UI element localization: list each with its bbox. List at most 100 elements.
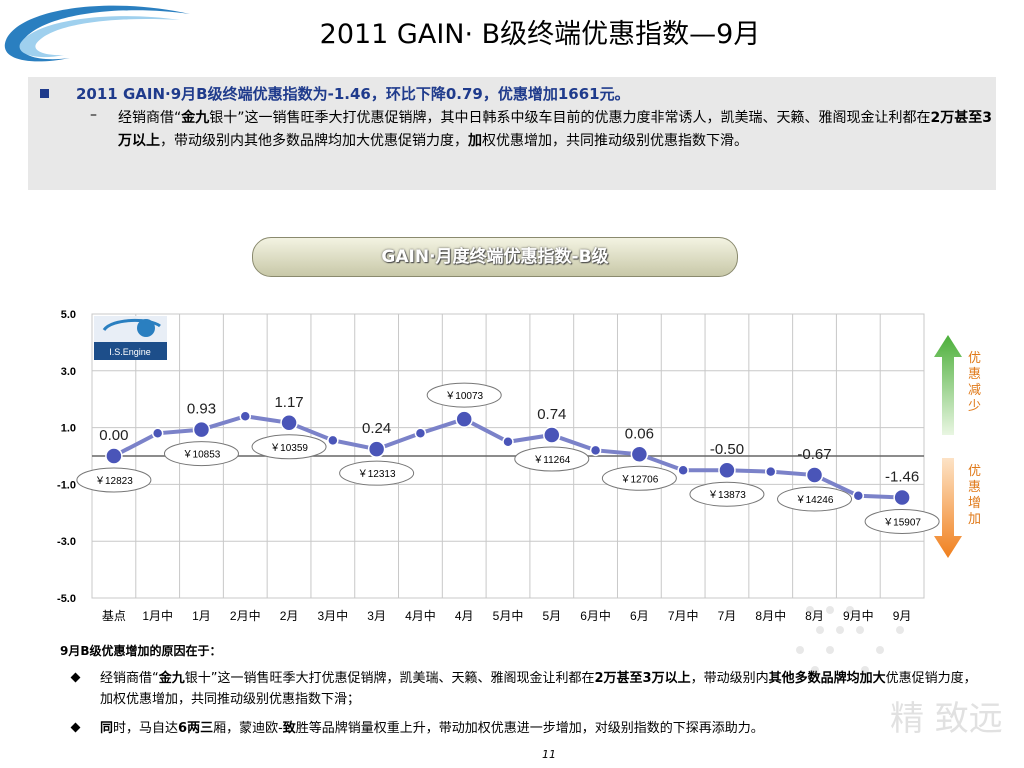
data-point (239, 410, 252, 422)
reason-text-2: 同时，马自达6两三厢，蒙迪欧-致胜等品牌销量权重上升，带动加权优惠进一步增加，对… (100, 721, 764, 736)
legend-up-text: 优惠减少 (968, 351, 982, 414)
data-point (630, 445, 649, 464)
data-label: 0.00 (99, 427, 128, 444)
price-bubble (864, 508, 940, 534)
data-point (764, 465, 777, 478)
data-label: -1.46 (885, 468, 919, 485)
price-label: ￥11264 (533, 455, 571, 466)
data-point (327, 434, 339, 447)
x-tick-label: 8月中 (755, 608, 786, 623)
data-point (677, 464, 689, 476)
diamond-bullet-icon (70, 672, 81, 683)
data-point (589, 444, 602, 457)
y-tick-label: 5.0 (61, 309, 76, 321)
data-label: 0.74 (537, 406, 566, 423)
dash-bullet: – (90, 107, 97, 123)
orange-down-arrow-icon (934, 458, 962, 558)
price-label: ￥14246 (796, 495, 834, 506)
data-point (414, 427, 427, 440)
data-label: -0.67 (797, 446, 831, 463)
x-tick-label: 4月中 (405, 608, 436, 623)
data-point (893, 488, 911, 507)
diamond-bullet-icon (70, 722, 81, 733)
data-point (192, 420, 211, 439)
x-tick-label: 1月中 (142, 608, 173, 623)
price-bubble (514, 446, 590, 472)
is-engine-logo: I.S.Engine (94, 316, 167, 360)
data-point (455, 410, 473, 428)
logo-text: I.S.Engine (109, 347, 151, 357)
x-tick-label: 7月中 (668, 608, 699, 623)
price-label: ￥10359 (270, 443, 308, 454)
data-point (852, 490, 865, 502)
price-label: ￥10073 (445, 391, 483, 402)
price-label: ￥12706 (620, 474, 658, 485)
x-tick-label: 基点 (102, 609, 126, 623)
y-tick-label: -1.0 (57, 479, 76, 491)
price-bubble (777, 486, 853, 512)
reason-item-2: 同时，马自达6两三厢，蒙迪欧-致胜等品牌销量权重上升，带动加权优惠进一步增加，对… (70, 718, 977, 740)
data-point (105, 447, 123, 465)
x-tick-label: 4月 (455, 609, 474, 623)
price-bubble (163, 441, 239, 467)
x-tick-label: 2月 (280, 609, 299, 623)
reason-item-1: 经销商借“金九银十”这一销售旺季大打优惠促销牌，凯美瑞、天籁、雅阁现金让利都在2… (70, 668, 977, 712)
data-point (805, 466, 824, 484)
price-bubble (339, 460, 415, 486)
summary-headline: 2011 GAIN·9月B级终端优惠指数为-1.46，环比下降0.79，优惠增加… (76, 85, 630, 103)
page-title: 2011 GAIN· B级终端优惠指数—9月 (319, 19, 761, 50)
reasons-heading: 9月B级优惠增加的原因在于： (60, 644, 222, 658)
data-label: 0.06 (625, 425, 654, 442)
reason-text-1: 经销商借“金九银十”这一销售旺季大打优惠促销牌，凯美瑞、天籁、雅阁现金让利都在2… (100, 671, 977, 707)
x-tick-label: 9月 (893, 609, 912, 623)
x-tick-label: 3月中 (317, 608, 348, 623)
data-point (543, 426, 561, 444)
legend-increase: 优惠增加 (934, 458, 994, 572)
chart-title: GAIN·月度终端优惠指数-B级 (252, 237, 738, 277)
price-label: ￥12313 (358, 469, 396, 480)
x-tick-label: 1月 (192, 609, 211, 623)
square-bullet-icon (40, 89, 49, 98)
price-bubble (426, 382, 502, 408)
x-tick-label: 6月中 (580, 608, 611, 623)
y-tick-label: -3.0 (57, 536, 76, 548)
price-bubble (76, 467, 152, 493)
data-label: 0.24 (362, 420, 391, 437)
watermark: 精 致远 (796, 606, 1003, 739)
price-label: ￥12823 (95, 476, 133, 487)
data-point (502, 436, 514, 448)
price-label: ￥15907 (883, 517, 921, 528)
data-label: 1.17 (274, 394, 303, 411)
y-tick-label: 1.0 (61, 423, 76, 435)
data-point (151, 427, 164, 440)
x-tick-label: 3月 (367, 609, 386, 623)
price-bubble (251, 434, 327, 460)
price-bubble (689, 481, 765, 507)
y-tick-label: 3.0 (61, 366, 76, 378)
page-number: 11 (542, 748, 556, 761)
price-label: ￥10853 (183, 450, 221, 461)
watermark-text: 精 致远 (890, 699, 1003, 739)
data-label: -0.50 (710, 441, 744, 458)
x-tick-label: 6月 (630, 609, 649, 623)
x-tick-label: 9月中 (843, 608, 874, 623)
header-swoosh-logo (4, 5, 191, 62)
data-point (280, 414, 298, 432)
x-tick-label: 8月 (805, 609, 824, 623)
price-bubble (601, 465, 677, 491)
data-label: 0.93 (187, 401, 216, 418)
data-point (718, 461, 736, 479)
price-label: ￥13873 (708, 490, 746, 501)
legend-decrease: 优惠减少 (934, 335, 994, 449)
x-tick-label: 5月 (542, 609, 561, 623)
data-point (367, 440, 386, 458)
legend-down-text: 优惠增加 (968, 464, 982, 527)
y-tick-label: -5.0 (57, 593, 76, 605)
summary-detail: 经销商借“金九银十”这一销售旺季大打优惠促销牌，其中日韩系中级车目前的优惠力度非… (118, 110, 992, 149)
summary-box: 2011 GAIN·9月B级终端优惠指数为-1.46，环比下降0.79，优惠增加… (28, 77, 996, 190)
x-tick-label: 7月 (718, 609, 737, 623)
green-up-arrow-icon (934, 335, 962, 435)
x-tick-label: 2月中 (230, 608, 261, 623)
x-tick-label: 5月中 (493, 608, 524, 623)
